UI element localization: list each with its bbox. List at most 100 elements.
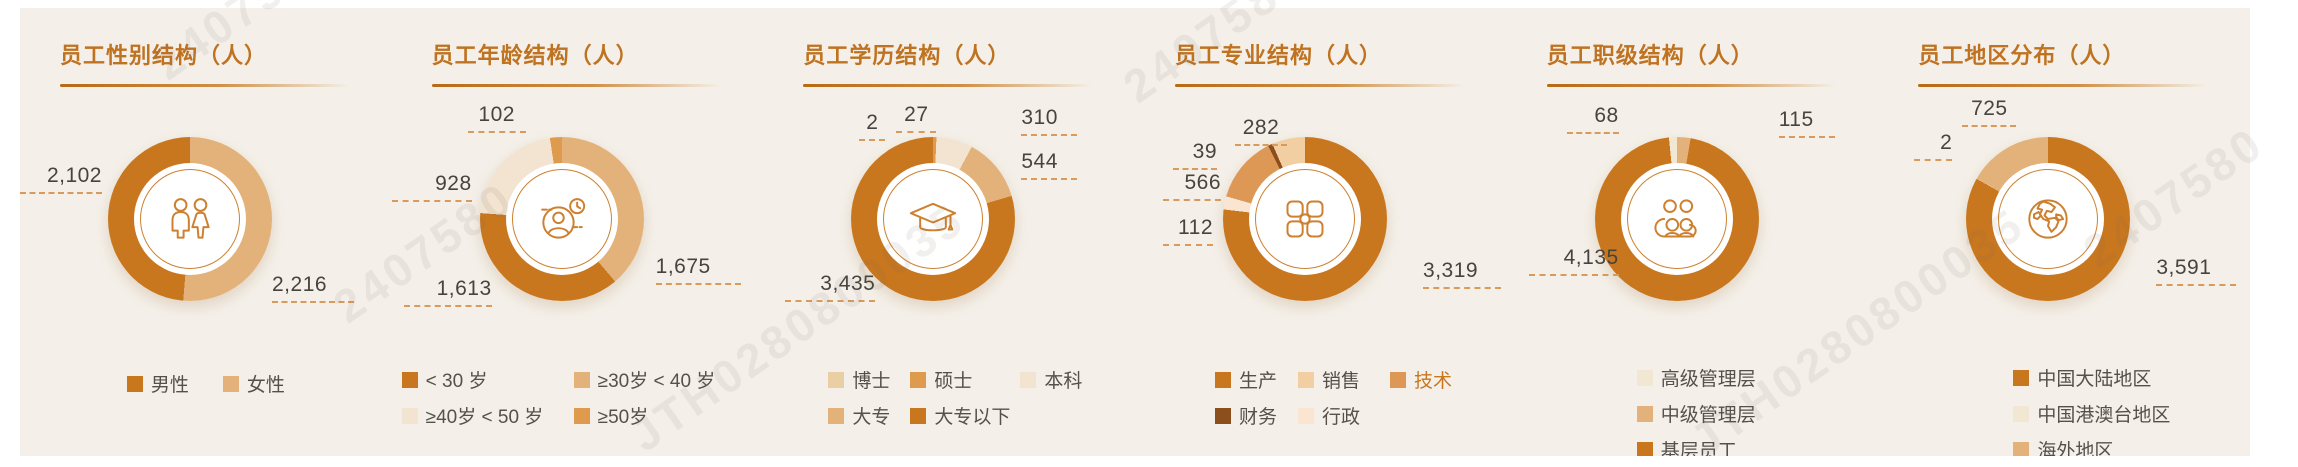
legend-swatch (222, 375, 239, 392)
value-label-mainland: 3,591 (2156, 256, 2237, 287)
age-donut-chart[interactable] (479, 137, 644, 301)
legend-item-finance[interactable]: 财务 (1215, 402, 1298, 429)
legend-item-college[interactable]: 大专 (828, 402, 910, 429)
gender-legend: 男性 女性 (20, 370, 392, 397)
value-label-male: 2,102 (20, 164, 102, 195)
male-female-icon (171, 198, 210, 239)
rank-donut-area: 68 115 4,135 (1507, 89, 1879, 324)
legend-swatch (1215, 371, 1232, 388)
person-clock-icon (540, 198, 585, 239)
donut-inner-ring (140, 169, 240, 269)
legend-swatch (126, 375, 143, 392)
value-label-senior: 68 (1566, 104, 1619, 135)
legend-item-hk-macau-tw[interactable]: 中国港澳台地区 (2013, 400, 2250, 427)
donut-inner-ring (511, 169, 612, 269)
region-donut-chart[interactable] (1966, 137, 2131, 301)
value-label-50plus: 102 (467, 103, 526, 134)
legend-item-mainland[interactable]: 中国大陆地区 (2013, 364, 2250, 391)
value-label-30-40: 1,675 (655, 255, 741, 286)
value-label-admin: 112 (1163, 216, 1214, 247)
education-donut-chart[interactable] (851, 137, 1016, 301)
card-rank: 员工职级结构（人） 68 (1507, 8, 1879, 456)
value-label-below-college: 3,435 (785, 272, 876, 303)
legend-label: 博士 (852, 371, 891, 392)
legend-item-30-40[interactable]: ≥30岁 < 40 岁 (573, 366, 764, 393)
legend-label: 硕士 (934, 371, 973, 392)
card-gender: 员工性别结构（人） 2,102 2,216 (20, 8, 392, 456)
legend-label: 男性 (150, 375, 189, 396)
legend-label: 销售 (1322, 371, 1361, 392)
legend-item-admin[interactable]: 行政 (1298, 402, 1390, 429)
title-underline (803, 84, 1094, 87)
donut-hole (1620, 163, 1733, 275)
legend-swatch (401, 371, 418, 388)
donut-hole (1249, 163, 1362, 275)
donut-inner-ring (1255, 169, 1356, 269)
title-underline (1546, 84, 1837, 87)
legend-item-senior-mgmt[interactable]: 高级管理层 (1636, 364, 1879, 391)
four-petals-icon (1286, 200, 1324, 238)
education-donut-area: 2 27 310 544 3,435 (763, 89, 1135, 324)
value-label-tech: 566 (1163, 171, 1222, 202)
donut-hole (505, 163, 618, 275)
legend-item-middle-mgmt[interactable]: 中级管理层 (1636, 400, 1879, 427)
page-title: 员工专业结构（人） (1175, 43, 1383, 68)
specialty-donut-chart[interactable] (1223, 137, 1388, 301)
legend-label: 中国大陆地区 (2037, 369, 2152, 390)
value-label-under30: 1,613 (403, 277, 492, 308)
legend-swatch (1020, 371, 1037, 388)
legend-label: 财务 (1239, 407, 1278, 428)
legend-item-overseas[interactable]: 海外地区 (2013, 436, 2250, 456)
education-legend: 博士 硕士 本科 大专 大专以下 (763, 366, 1135, 429)
legend-item-50plus[interactable]: ≥50岁 (573, 402, 764, 429)
rank-donut-chart[interactable] (1594, 137, 1759, 301)
legend-item-male[interactable]: 男性 (126, 370, 189, 397)
card-age: 员工年龄结构（人） (391, 8, 764, 456)
legend-swatch (828, 407, 845, 424)
legend-label: 大专以下 (934, 407, 1011, 428)
legend-item-tech[interactable]: 技术 (1390, 366, 1507, 393)
donut-hole (134, 163, 246, 275)
legend-label: 大专 (852, 407, 891, 428)
legend-label: ≥50岁 (597, 407, 649, 428)
legend-item-bachelor[interactable]: 本科 (1020, 366, 1135, 393)
value-label-master: 27 (896, 103, 937, 134)
legend-label: 海外地区 (2037, 441, 2114, 456)
legend-label: 技术 (1414, 371, 1453, 392)
legend-item-female[interactable]: 女性 (222, 370, 285, 397)
legend-item-sales[interactable]: 销售 (1298, 366, 1390, 393)
legend-swatch (910, 407, 927, 424)
globe-icon (2028, 199, 2069, 239)
legend-label: < 30 岁 (425, 371, 488, 392)
legend-item-base-staff[interactable]: 基层员工 (1636, 436, 1879, 456)
gender-donut-area: 2,102 2,216 (20, 89, 392, 324)
card-specialty: 员工专业结构（人） 282 39 (1135, 8, 1507, 456)
legend-swatch (1215, 407, 1232, 424)
legend-label: ≥30岁 < 40 岁 (597, 371, 716, 392)
legend-label: ≥40岁 < 50 岁 (425, 407, 544, 428)
legend-item-40-50[interactable]: ≥40岁 < 50 岁 (401, 402, 574, 429)
legend-label: 本科 (1044, 371, 1083, 392)
legend-item-master[interactable]: 硕士 (910, 366, 1020, 393)
value-label-bachelor: 310 (1021, 106, 1078, 137)
legend-label: 高级管理层 (1660, 369, 1756, 390)
legend-item-phd[interactable]: 博士 (828, 366, 910, 393)
donut-inner-ring (1998, 169, 2099, 269)
card-education: 员工学历结构（人） 2 27 310 544 (763, 8, 1135, 456)
legend-label: 中国港澳台地区 (2037, 405, 2171, 426)
legend-swatch (2013, 405, 2030, 422)
donut-inner-ring (1626, 169, 1727, 269)
specialty-donut-area: 282 39 566 112 3,319 (1135, 89, 1507, 324)
region-donut-area: 725 2 3,591 (1878, 89, 2250, 324)
gender-donut-chart[interactable] (108, 137, 272, 301)
legend-label: 基层员工 (1660, 441, 1737, 456)
legend-label: 女性 (246, 375, 285, 396)
legend-item-below-college[interactable]: 大专以下 (910, 402, 1020, 429)
legend-item-under30[interactable]: < 30 岁 (401, 366, 574, 393)
people-group-icon (1654, 199, 1697, 238)
legend-swatch (573, 407, 590, 424)
donut-hole (877, 163, 990, 275)
legend-item-production[interactable]: 生产 (1215, 366, 1298, 393)
title-underline (1918, 84, 2209, 87)
donut-inner-ring (883, 169, 984, 269)
